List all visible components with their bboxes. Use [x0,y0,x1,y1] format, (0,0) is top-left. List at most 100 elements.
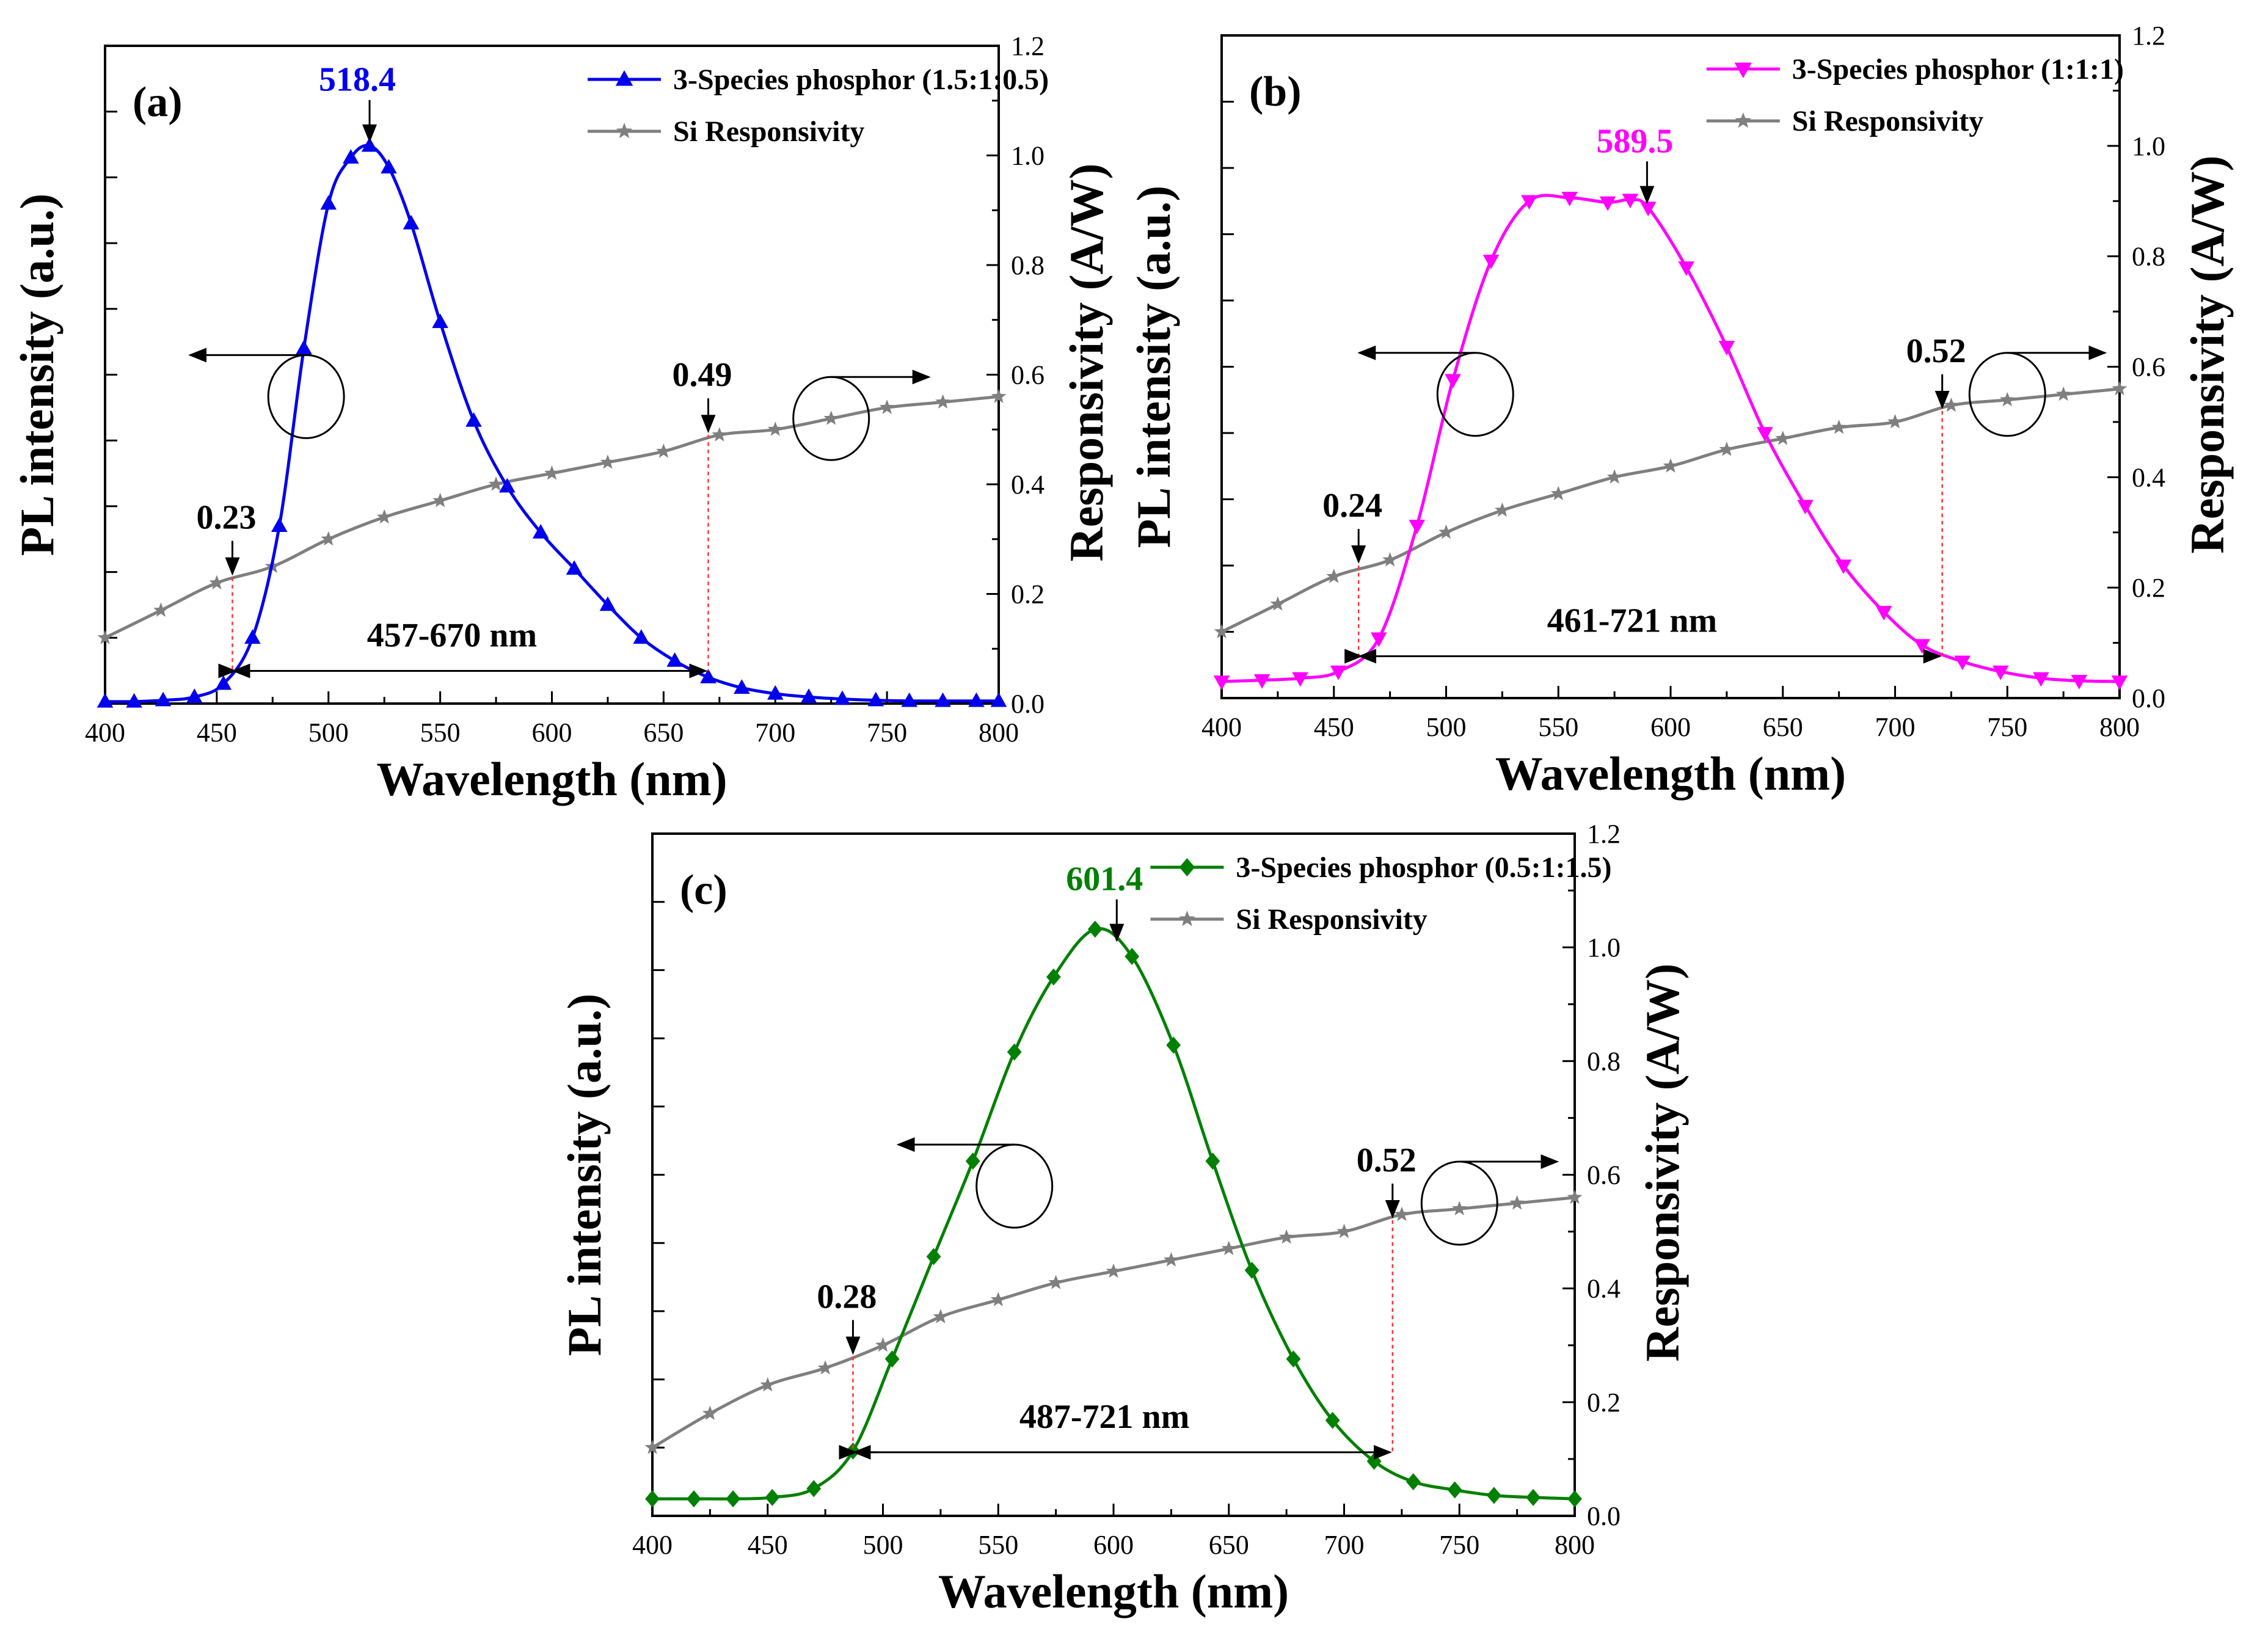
x-tick-label: 450 [1314,712,1354,742]
si-responsivity-point [1509,1195,1525,1210]
low-responsivity-label: 0.28 [817,1278,877,1316]
pl-intensity-point [645,1490,660,1508]
pl-intensity-point [1330,665,1347,680]
pl-intensity-point [215,675,232,690]
y-right-tick-label: 0.2 [1587,1388,1621,1418]
pl-intensity-point [1914,639,1930,654]
pl-intensity-point [1325,1411,1340,1429]
si-responsivity-point [767,421,783,436]
legend-marker-si [616,123,633,139]
peak-label: 518.4 [319,61,396,99]
x-tick-label: 600 [1093,1530,1134,1560]
pl-intensity-point [1639,202,1657,217]
si-responsivity-point [1326,569,1342,583]
si-responsivity-point [1048,1275,1063,1289]
pl-intensity-point [599,596,616,611]
pl-intensity-point [2111,675,2128,690]
pl-intensity-point [1567,1490,1582,1508]
si-responsivity-point [644,1440,660,1454]
y-right-tick-label: 0.8 [1011,250,1045,280]
x-tick-label: 500 [863,1530,903,1560]
si-responsivity-point [1495,502,1510,517]
pl-intensity-point [1125,948,1140,966]
y-right-tick-label: 1.0 [1587,933,1621,963]
si-responsivity-point [488,476,504,491]
pl-intensity-point [343,149,359,164]
x-tick-label: 750 [1987,712,2027,742]
x-axis-title: Wavelength (nm) [938,1565,1289,1618]
pl-intensity-point [403,214,420,230]
pl-intensity-point [1992,665,2009,680]
pl-intensity-point [1561,192,1578,206]
plot-frame [104,45,1000,705]
x-tick-label: 700 [1324,1530,1365,1560]
pl-intensity-point [734,679,750,694]
x-axis-title: Wavelength (nm) [376,752,727,806]
legend-label-si: Si Responsivity [1792,105,1983,137]
pl-intensity-point [1244,1261,1260,1279]
panel-label: (c) [680,867,727,914]
si-responsivity-point [153,602,169,617]
high-responsivity-label: 0.52 [1357,1141,1417,1179]
x-tick-label: 650 [1763,712,1803,742]
pl-intensity-point [1292,672,1308,687]
pl-intensity-point [901,692,917,707]
x-tick-label: 500 [1426,712,1467,742]
pl-intensity-point [1205,1152,1220,1170]
si-responsivity-point [879,399,895,414]
y-right-tick-label: 0.8 [1587,1046,1621,1076]
y-right-tick-label: 0.4 [2132,462,2165,492]
si-responsivity-point [1336,1223,1352,1239]
si-responsivity-point [1567,1189,1583,1204]
pl-intensity-point [2033,672,2049,687]
si-responsivity-point [1606,469,1622,484]
y-right-tick-label: 0.6 [2132,352,2165,382]
y-right-axis-title: Responsivity (A/W) [1060,163,1113,561]
x-axis-title: Wavelength (nm) [1495,747,1846,800]
pl-intensity-point [155,691,172,707]
pl-intensity-point [1286,1350,1301,1368]
si-responsivity-point [817,1360,833,1375]
si-responsivity-point [991,388,1007,403]
legend-marker-pl [615,70,633,86]
y-right-tick-label: 0.0 [1011,689,1045,719]
si-responsivity-point [97,630,113,644]
left-axis-circle [267,354,345,439]
pl-intensity-point [1482,255,1500,269]
range-label: 461-721 nm [1547,602,1717,639]
pl-intensity-point [800,688,817,704]
y-left-axis-title: PL intensity (a.u.) [1127,186,1180,548]
y-right-tick-label: 0.8 [2132,242,2165,272]
si-responsivity-point [600,454,616,469]
si-responsivity-point [1394,1206,1410,1221]
si-responsivity-point [1775,431,1791,445]
range-label: 487-721 nm [1019,1398,1189,1436]
pl-intensity-point [1521,195,1537,210]
legend-label-pl: 3-Species phosphor (1.5:1:0.5) [673,64,1049,96]
si-responsivity-point [2112,380,2128,396]
pl-intensity-point [432,313,448,329]
x-tick-label: 500 [308,718,349,748]
si-responsivity-point [1944,397,1959,412]
legend-marker-pl [1734,62,1752,78]
pl-intensity-point [2071,674,2088,690]
si-responsivity-point [656,443,671,458]
pl-intensity-point [381,159,397,174]
x-tick-label: 550 [978,1530,1018,1560]
pl-intensity-point [1253,674,1271,689]
pl-intensity-point [1797,500,1814,515]
pl-intensity-point [361,137,378,152]
pl-intensity-point [1486,1487,1501,1504]
pl-intensity-point [126,693,142,708]
pl-intensity-point [465,412,482,427]
si-responsivity-point [1438,524,1454,539]
legend-marker-pl [1179,858,1195,876]
si-responsivity-point [1999,391,2015,407]
pl-intensity-point [1622,194,1639,209]
si-responsivity-point [2055,386,2071,401]
x-tick-label: 800 [2099,712,2140,742]
y-right-tick-label: 0.6 [1587,1160,1621,1190]
pl-intensity-point [97,693,114,708]
